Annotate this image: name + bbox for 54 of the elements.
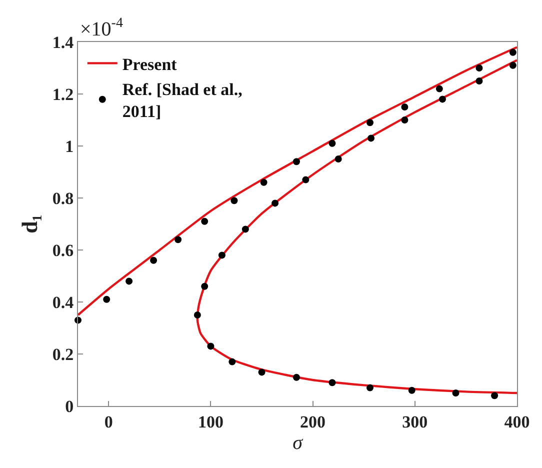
point	[242, 226, 249, 233]
x-axis-title: σ	[292, 432, 304, 454]
point	[228, 358, 236, 366]
point	[366, 384, 374, 392]
x-tick-label: 100	[198, 412, 224, 432]
point	[126, 278, 133, 285]
point	[366, 119, 374, 126]
point	[292, 374, 300, 381]
point	[438, 96, 446, 103]
point	[194, 312, 201, 318]
y-tick-label: 1.2	[52, 84, 74, 104]
point	[230, 197, 238, 204]
point	[302, 176, 310, 184]
point	[408, 386, 416, 394]
point	[201, 282, 208, 290]
line-series	[78, 46, 517, 316]
y-tick-label: 0.4	[52, 292, 74, 312]
legend-label: Ref. [Shad et al., 2011]	[122, 80, 242, 122]
y-tick-label: 0.6	[52, 240, 74, 260]
point	[509, 48, 516, 56]
x-tick-label: 400	[504, 412, 530, 432]
point	[476, 78, 483, 84]
y-tick-label: 0	[65, 396, 74, 416]
point	[207, 342, 214, 350]
x-tick-label: 300	[402, 412, 428, 432]
point	[452, 390, 460, 396]
y-tick-label: 1	[65, 136, 74, 156]
point	[150, 256, 158, 264]
point	[436, 85, 443, 92]
point	[401, 104, 408, 110]
point	[292, 158, 300, 166]
point	[368, 134, 375, 142]
point	[476, 64, 483, 72]
x-tick-label: 0	[104, 412, 113, 432]
point	[174, 236, 182, 244]
point	[258, 368, 266, 376]
text: ×10$^{-4}$	[80, 16, 123, 40]
point	[509, 62, 516, 69]
point	[334, 156, 342, 162]
point	[328, 140, 336, 147]
point	[401, 116, 408, 124]
y-tick-label: 0.8	[52, 188, 74, 208]
point	[201, 218, 208, 225]
point	[103, 296, 110, 303]
y-tick-label: 0.2	[52, 344, 74, 364]
y-tick-label: 1.4	[52, 32, 74, 52]
y-axis-title: d₁	[17, 214, 42, 234]
legend-label: Present	[122, 54, 178, 74]
point	[491, 392, 498, 400]
x-tick-label: 200	[300, 412, 326, 432]
point	[272, 200, 279, 207]
point	[260, 178, 268, 186]
point	[218, 252, 226, 259]
point	[328, 379, 336, 386]
